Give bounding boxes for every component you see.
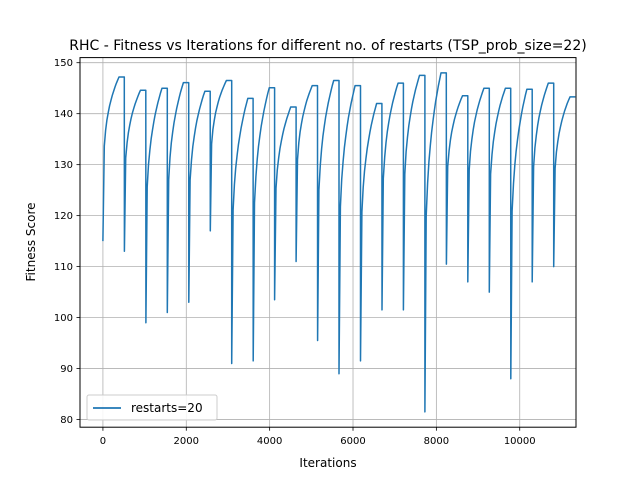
series-line-0	[102, 72, 576, 413]
y-tick-label: 100	[54, 313, 73, 324]
y-tick-label: 130	[54, 160, 73, 171]
legend: restarts=20	[86, 394, 218, 421]
grid	[80, 57, 576, 428]
series-layer	[102, 72, 576, 413]
x-axis-label: Iterations	[299, 456, 356, 470]
chart-title: RHC - Fitness vs Iterations for differen…	[69, 38, 586, 54]
x-axis-ticks: 0 2000 4000 6000 8000 10000	[100, 427, 536, 447]
y-axis-label: Fitness Score	[24, 203, 38, 282]
x-tick-label: 8000	[424, 436, 449, 447]
x-tick-label: 4000	[257, 436, 282, 447]
y-tick-label: 150	[54, 58, 73, 69]
y-tick-label: 110	[54, 262, 73, 273]
y-tick-label: 140	[54, 109, 73, 120]
legend-label-restarts-20: restarts=20	[131, 401, 203, 415]
x-tick-label: 0	[100, 436, 106, 447]
y-tick-label: 90	[60, 364, 73, 375]
y-axis-ticks: 80 90 100 110 120 130 140 150	[54, 58, 80, 426]
y-tick-label: 120	[54, 211, 73, 222]
x-tick-label: 6000	[340, 436, 365, 447]
x-tick-label: 10000	[504, 436, 536, 447]
legend-box	[86, 394, 218, 421]
y-tick-label: 80	[60, 415, 73, 426]
x-tick-label: 2000	[174, 436, 199, 447]
plot-frame	[79, 57, 577, 428]
